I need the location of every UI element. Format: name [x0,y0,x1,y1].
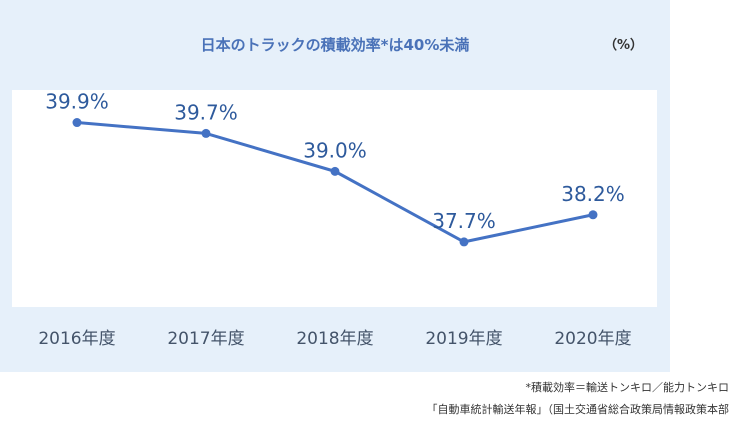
x-tick-label: 2018年度 [296,329,373,349]
data-label: 39.7% [174,100,238,124]
footnote-definition: *積載効率＝輸送トンキロ／能力トンキロ [525,381,730,394]
unit-label: （%） [604,38,644,53]
x-tick-label: 2017年度 [167,329,244,349]
data-point [201,128,211,138]
data-label: 39.9% [45,90,109,114]
x-tick-label: 2016年度 [38,329,115,349]
data-point [330,166,340,176]
data-label: 39.0% [303,138,367,162]
data-point [72,118,82,128]
x-tick-label: 2019年度 [425,329,502,349]
data-point [459,237,469,247]
footnote-source: 「自動車統計輸送年報」（国土交通省総合政策局情報政策本部 [426,403,730,416]
chart-title: 日本のトラックの積載効率*は40%未満 [200,36,470,54]
data-point [588,210,598,220]
data-label: 37.7% [432,209,496,233]
data-label: 38.2% [561,182,625,206]
x-tick-label: 2020年度 [554,329,631,349]
